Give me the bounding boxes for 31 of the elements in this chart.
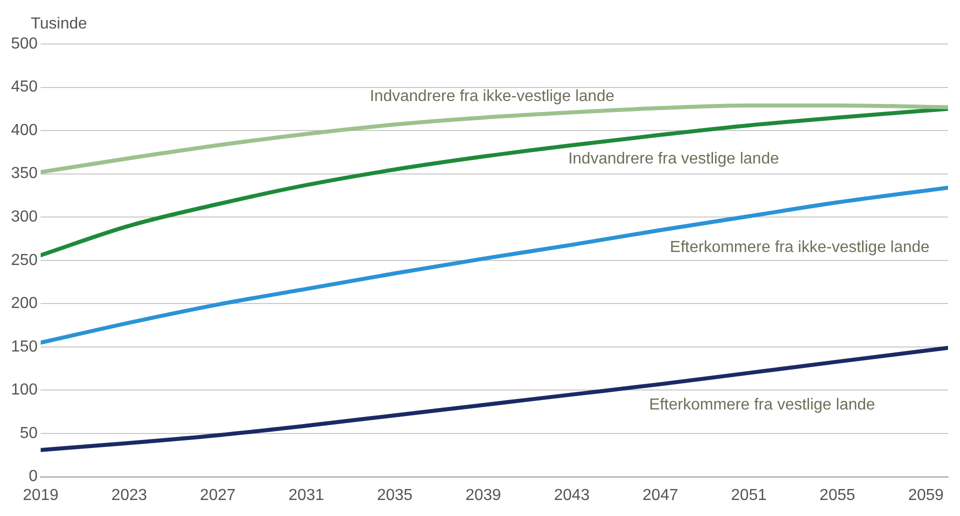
y-tick-label: 250 bbox=[10, 252, 38, 269]
y-tick-label: 150 bbox=[10, 338, 38, 356]
x-tick-label: 2027 bbox=[200, 486, 236, 504]
y-tick-label: 400 bbox=[10, 122, 38, 139]
x-tick-label: 2055 bbox=[820, 486, 856, 504]
y-tick-label: 350 bbox=[10, 165, 38, 182]
x-tick-label: 2043 bbox=[554, 486, 590, 504]
x-tick-label: 2051 bbox=[731, 486, 767, 504]
line-series bbox=[40, 103, 948, 174]
line-series bbox=[40, 346, 948, 452]
x-tick-label: 2039 bbox=[465, 486, 502, 504]
x-tick-label: 2035 bbox=[376, 486, 413, 504]
y-tick-label: 300 bbox=[10, 208, 38, 226]
y-tick-label: 450 bbox=[10, 78, 38, 96]
y-tick-label: 200 bbox=[10, 295, 38, 312]
y-tick-label: 50 bbox=[20, 424, 38, 442]
line-series bbox=[40, 186, 948, 345]
x-tick-label: 2059 bbox=[908, 486, 944, 504]
series-label: Indvandrere fra ikke-vestlige lande bbox=[370, 88, 615, 106]
line-series bbox=[40, 106, 948, 258]
x-tick-label: 2023 bbox=[111, 486, 148, 504]
y-tick-label: 100 bbox=[10, 382, 38, 399]
series-label: Efterkommere fra ikke-vestlige lande bbox=[670, 238, 930, 256]
y-axis-title: Tusinde bbox=[30, 15, 88, 32]
x-tick-label: 2047 bbox=[642, 486, 678, 504]
y-tick-label: 0 bbox=[28, 468, 38, 486]
x-tick-label: 2031 bbox=[288, 486, 324, 504]
series-label: Efterkommere fra vestlige lande bbox=[649, 396, 876, 414]
x-tick-label: 2019 bbox=[22, 486, 59, 504]
series-label: Indvandrere fra vestlige lande bbox=[568, 150, 780, 168]
y-tick-label: 500 bbox=[10, 35, 38, 52]
